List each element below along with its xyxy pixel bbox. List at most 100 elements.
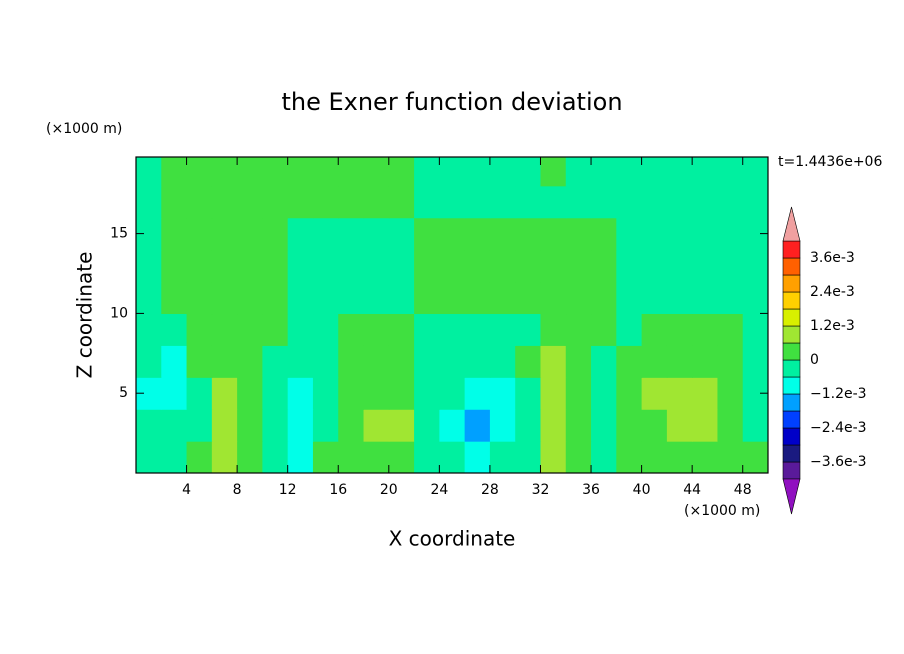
contour-cell [363, 281, 390, 315]
contour-cell [565, 313, 592, 346]
contour-cell [388, 217, 415, 251]
contour-cell [414, 185, 440, 219]
contour-cell [262, 281, 289, 315]
contour-cell [540, 185, 567, 219]
colorbar-segment [782, 410, 801, 429]
contour-cell [591, 345, 617, 378]
x-tick-label: 20 [380, 482, 398, 498]
contour-cell [312, 185, 339, 219]
contour-cell [262, 249, 289, 283]
contour-cell [591, 377, 617, 410]
contour-cell [186, 157, 213, 187]
colorbar-segment [782, 393, 801, 412]
contour-cell [161, 185, 188, 219]
contour-cell [692, 377, 719, 410]
y-axis-label: Z coordinate [73, 252, 97, 379]
contour-cell [464, 157, 491, 187]
colorbar-segment [782, 342, 801, 361]
contour-cell [287, 217, 314, 251]
contour-cell [211, 249, 238, 283]
contour-cell [565, 409, 592, 442]
x-tick-label: 24 [430, 482, 448, 498]
contour-cell [136, 157, 162, 187]
contour-cell [363, 441, 390, 473]
contour-cell [489, 157, 516, 187]
contour-cell [540, 217, 567, 251]
time-label: t=1.4436e+06 [778, 154, 882, 170]
contour-cell [186, 185, 213, 219]
contour-cell [237, 409, 263, 442]
contour-cell [439, 313, 466, 346]
contour-cell [540, 377, 567, 410]
contour-cell [515, 313, 542, 346]
contour-cell [338, 217, 365, 251]
contour-cell [489, 345, 516, 378]
colorbar-segment [782, 461, 801, 480]
contour-cell [388, 185, 415, 219]
contour-cell [464, 409, 491, 442]
contour-cell [388, 157, 415, 187]
contour-cell [641, 281, 668, 315]
contour-cell [388, 345, 415, 378]
contour-cell [515, 409, 542, 442]
contour-cell [540, 281, 567, 315]
contour-cell [338, 157, 365, 187]
colorbar-over [782, 206, 801, 242]
contour-cell [666, 441, 693, 473]
contour-cell [717, 377, 744, 410]
contour-cell [287, 157, 314, 187]
contour-cell [439, 377, 466, 410]
contour-cell [237, 441, 263, 473]
contour-cell [161, 409, 188, 442]
colorbar-segment [782, 240, 801, 259]
contour-cell [666, 313, 693, 346]
contour-cell [287, 281, 314, 315]
contour-cell [338, 441, 365, 473]
contour-cell [666, 281, 693, 315]
contour-cell [641, 409, 668, 442]
contour-cell [616, 409, 643, 442]
contour-cell [666, 409, 693, 442]
contour-cell [666, 185, 693, 219]
colorbar-segment [782, 325, 801, 344]
contour-cell [414, 313, 440, 346]
contour-cell [540, 313, 567, 346]
contour-cell [742, 441, 768, 473]
y-unit: (×1000 m) [46, 121, 122, 137]
contour-cell [136, 345, 162, 378]
contour-cell [666, 377, 693, 410]
contour-cell [237, 217, 263, 251]
colorbar-segment [782, 291, 801, 310]
contour-cell [262, 345, 289, 378]
contour-cell [161, 217, 188, 251]
contour-cell [414, 157, 440, 187]
contour-cell [237, 313, 263, 346]
contour-cell [641, 313, 668, 346]
contour-cell [464, 345, 491, 378]
contour-cell [439, 157, 466, 187]
contour-cell [692, 313, 719, 346]
contour-cell [540, 345, 567, 378]
contour-cell [262, 409, 289, 442]
colorbar-tick-label: −1.2e-3 [810, 386, 867, 402]
plot-frame [135, 156, 769, 474]
contour-cell [186, 377, 213, 410]
contour-cell [591, 441, 617, 473]
x-tick-label: 28 [481, 482, 499, 498]
colorbar-segment [782, 427, 801, 446]
contour-cell [742, 409, 768, 442]
contour-cell [464, 313, 491, 346]
contour-cell [211, 185, 238, 219]
contour-cell [262, 217, 289, 251]
contour-cell [136, 249, 162, 283]
contour-cell [489, 313, 516, 346]
contour-cell [692, 185, 719, 219]
contour-cell [312, 157, 339, 187]
contour-cell [414, 409, 440, 442]
contour-cell [591, 281, 617, 315]
contour-cell [211, 281, 238, 315]
contour-cell [338, 249, 365, 283]
contour-cell [616, 441, 643, 473]
colorbar-segment [782, 376, 801, 395]
contour-cell [515, 377, 542, 410]
